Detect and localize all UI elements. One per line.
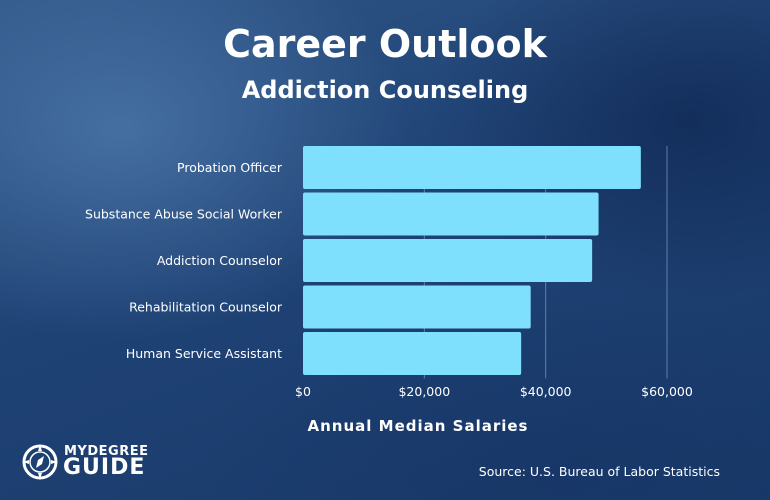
- category-label: Addiction Counselor: [157, 253, 283, 268]
- x-tick-label: $20,000: [398, 384, 450, 399]
- compass-icon: [22, 444, 58, 480]
- category-labels: Probation Officer Substance Abuse Social …: [85, 160, 283, 361]
- category-label: Probation Officer: [177, 160, 283, 175]
- bar: [303, 285, 531, 329]
- bar: [303, 239, 593, 282]
- x-tick-label: $40,000: [520, 384, 572, 399]
- logo: MYDEGREE GUIDE: [20, 440, 180, 484]
- category-label: Rehabilitation Counselor: [129, 300, 283, 315]
- x-tick-label: $60,000: [641, 384, 693, 399]
- logo-wordmark-bottom: GUIDE: [63, 455, 146, 480]
- bar: [303, 332, 522, 375]
- bar-layer: [303, 146, 641, 375]
- chart-subtitle: Addiction Counseling: [241, 76, 529, 104]
- x-axis-label: Annual Median Salaries: [307, 417, 529, 435]
- x-tick-label: $0: [295, 384, 311, 399]
- category-label: Substance Abuse Social Worker: [85, 207, 283, 222]
- source-note: Source: U.S. Bureau of Labor Statistics: [478, 464, 720, 479]
- x-tick-labels: $0 $20,000 $40,000 $60,000: [295, 384, 693, 399]
- bar: [303, 146, 641, 189]
- chart-title: Career Outlook: [223, 22, 547, 66]
- category-label: Human Service Assistant: [126, 346, 282, 361]
- bar: [303, 192, 599, 236]
- logo-wordmark-top: MYDEGREE: [64, 444, 149, 459]
